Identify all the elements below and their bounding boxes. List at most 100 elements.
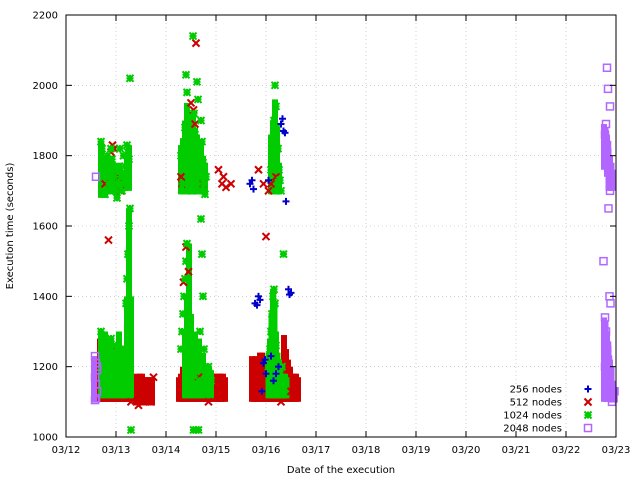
point-1024-nodes xyxy=(124,221,134,231)
point-256-nodes xyxy=(255,292,262,300)
x-tick-label: 03/20 xyxy=(452,445,481,456)
point-256-nodes xyxy=(279,115,286,123)
x-tick-label: 03/22 xyxy=(552,445,581,456)
point-1024-nodes xyxy=(271,341,281,350)
point-2048-nodes xyxy=(600,130,610,139)
point-1024-nodes xyxy=(106,334,116,343)
point-1024-nodes xyxy=(176,151,186,160)
point-1024-nodes xyxy=(192,77,202,87)
point-512-nodes xyxy=(146,397,156,407)
point-256-nodes xyxy=(262,370,270,378)
point-2048-nodes xyxy=(599,256,608,266)
point-1024-nodes xyxy=(96,327,106,336)
point-512-nodes xyxy=(221,183,231,192)
point-256-nodes xyxy=(261,356,269,364)
point-1024-nodes xyxy=(121,299,131,308)
point-1024-nodes xyxy=(189,369,199,378)
grid-lines xyxy=(66,15,616,437)
point-1024-nodes xyxy=(181,256,191,266)
point-1024-nodes xyxy=(190,130,200,139)
y-tick-label: 1000 xyxy=(33,433,58,444)
point-1024-nodes xyxy=(185,158,195,167)
point-256-nodes xyxy=(256,296,264,304)
point-256-nodes xyxy=(281,129,289,137)
x-tick-label: 03/19 xyxy=(402,445,431,456)
point-2048-nodes xyxy=(602,341,612,350)
point-1024-nodes xyxy=(189,109,199,118)
point-256-nodes xyxy=(248,176,256,184)
y-tick-label: 1200 xyxy=(33,362,58,373)
point-1024-nodes xyxy=(201,172,211,181)
bar-1024-nodes xyxy=(274,127,280,195)
point-1024-nodes xyxy=(122,274,132,283)
point-1024-nodes xyxy=(196,214,206,224)
point-1024-nodes xyxy=(273,144,283,153)
point-1024-nodes xyxy=(107,154,117,164)
point-512-nodes xyxy=(226,179,236,189)
x-tick-label: 03/14 xyxy=(152,445,181,456)
legend-label: 1024 nodes xyxy=(503,411,562,422)
point-1024-nodes xyxy=(99,172,109,181)
y-tick-label: 2200 xyxy=(33,11,58,22)
point-1024-nodes xyxy=(179,144,189,153)
point-1024-nodes xyxy=(122,140,132,150)
point-1024-nodes xyxy=(117,186,127,196)
point-1024-nodes xyxy=(183,116,193,125)
point-1024-nodes xyxy=(121,172,131,181)
point-1024-nodes xyxy=(184,137,194,146)
point-1024-nodes xyxy=(184,320,194,329)
point-1024-nodes xyxy=(177,327,187,336)
point-1024-nodes xyxy=(106,144,116,153)
point-1024-nodes xyxy=(266,165,276,174)
point-1024-nodes xyxy=(197,137,207,146)
point-512-nodes xyxy=(186,98,196,108)
point-2048-nodes xyxy=(91,394,101,403)
x-tick-label: 03/18 xyxy=(352,445,381,456)
point-256-nodes xyxy=(267,352,275,360)
point-256-nodes xyxy=(246,180,254,188)
point-1024-nodes xyxy=(179,292,189,301)
point-1024-nodes xyxy=(112,193,122,203)
point-1024-nodes xyxy=(270,81,280,90)
data-points xyxy=(90,31,619,435)
point-1024-nodes xyxy=(268,292,278,301)
y-tick-label: 1400 xyxy=(33,292,58,303)
point-1024-nodes xyxy=(194,425,203,435)
point-1024-nodes xyxy=(183,299,193,308)
point-2048-nodes xyxy=(603,84,613,94)
point-1024-nodes xyxy=(178,309,188,319)
point-1024-nodes xyxy=(116,355,126,364)
x-tick-label: 03/15 xyxy=(202,445,231,456)
legend-marker xyxy=(583,397,593,407)
point-1024-nodes xyxy=(114,165,123,174)
point-1024-nodes xyxy=(198,158,208,167)
point-2048-nodes xyxy=(90,395,100,405)
point-256-nodes xyxy=(275,363,282,371)
point-1024-nodes xyxy=(276,390,286,400)
point-1024-nodes xyxy=(96,137,106,146)
legend-label: 512 nodes xyxy=(510,398,562,409)
point-1024-nodes xyxy=(126,425,136,435)
point-2048-nodes xyxy=(602,140,612,150)
x-tick-label: 03/16 xyxy=(252,445,281,456)
point-1024-nodes xyxy=(200,190,210,199)
point-1024-nodes xyxy=(123,147,133,157)
x-axis-title: Date of the execution xyxy=(287,465,395,476)
point-512-nodes xyxy=(276,397,286,407)
point-256-nodes xyxy=(260,359,267,367)
legend: 256 nodes 512 nodes 1024 nodes 2048 nodes xyxy=(503,385,593,435)
point-1024-nodes xyxy=(181,70,191,79)
point-256-nodes xyxy=(287,289,295,297)
point-512-nodes xyxy=(184,267,193,276)
point-1024-nodes xyxy=(123,249,133,259)
point-1024-nodes xyxy=(177,165,187,174)
x-tick-label: 03/23 xyxy=(602,445,631,456)
point-1024-nodes xyxy=(101,165,111,174)
point-1024-nodes xyxy=(195,169,205,178)
point-512-nodes xyxy=(214,165,223,174)
point-512-nodes xyxy=(254,165,263,174)
point-256-nodes xyxy=(272,370,280,378)
point-256-nodes xyxy=(253,301,261,309)
point-2048-nodes xyxy=(600,313,610,322)
